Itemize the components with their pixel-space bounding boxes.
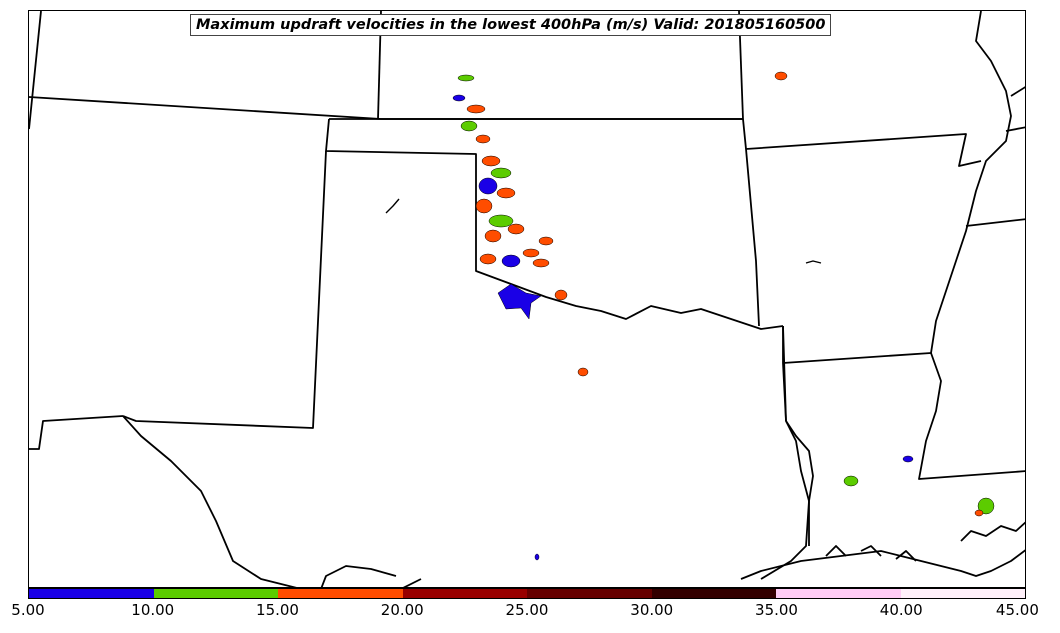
colorbar-segment: #1a00e6 xyxy=(29,589,154,598)
updraft-cell xyxy=(475,134,491,144)
border-co-south xyxy=(325,118,784,330)
colorbar: #1a00e6#5ccc00#ff4d00#990000#660000#3300… xyxy=(28,588,1026,599)
border-ky xyxy=(1010,86,1025,97)
colorbar-segment: #660000 xyxy=(527,589,652,598)
updraft-cell xyxy=(974,509,984,517)
colorbar-segment: #fff0fa xyxy=(900,589,1025,598)
map-panel xyxy=(28,10,1026,588)
updraft-cell xyxy=(977,497,995,515)
coast-bays xyxy=(825,521,1025,562)
updraft-cell xyxy=(452,94,466,102)
updraft-cell xyxy=(507,223,525,235)
colorbar-tick-label: 10.00 xyxy=(131,601,175,619)
border-ms-east xyxy=(965,218,1025,227)
mississippi-river xyxy=(918,11,1025,480)
updraft-cell xyxy=(501,254,521,268)
colorbar-tick-label: 45.00 xyxy=(995,601,1039,619)
colorbar-tick-label: 40.00 xyxy=(879,601,923,619)
colorbar-tick-label: 25.00 xyxy=(505,601,549,619)
border-tn xyxy=(1005,126,1025,132)
border-mo-ar xyxy=(782,352,932,364)
updraft-cell xyxy=(554,289,568,301)
colorbar-tick-label: 20.00 xyxy=(380,601,424,619)
lake-nm xyxy=(385,198,400,214)
updraft-cell xyxy=(479,253,497,265)
map-title: Maximum updraft velocities in the lowest… xyxy=(190,14,832,36)
updraft-cell xyxy=(475,198,493,214)
updraft-cell xyxy=(532,258,550,268)
updraft-cell xyxy=(488,214,514,228)
border-texas xyxy=(122,325,810,587)
updraft-cell xyxy=(466,104,486,114)
updraft-cell xyxy=(774,71,788,81)
gulf-coast xyxy=(740,549,1025,580)
updraft-cell xyxy=(497,283,542,320)
border-mo-north xyxy=(745,133,982,167)
updraft-cell xyxy=(843,475,859,487)
colorbar-segment: #ff4d00 xyxy=(278,589,403,598)
colorbar-ticks: 5.00 10.00 15.00 20.00 25.00 30.00 35.00 40.00 4… xyxy=(11,601,1039,627)
map-svg xyxy=(29,11,1025,587)
border-ar-la xyxy=(785,420,814,546)
updraft-cell xyxy=(484,229,502,243)
colorbar-segment: #5ccc00 xyxy=(153,589,278,598)
border-nm-az xyxy=(29,415,124,450)
border-colorado-north xyxy=(29,96,743,120)
updraft-cell xyxy=(460,120,478,132)
border-tx-ar xyxy=(782,326,787,422)
colorbar-tick-label: 5.00 xyxy=(11,601,45,619)
colorbar-segment: #ffccf5 xyxy=(776,589,901,598)
updraft-cell xyxy=(577,367,589,377)
updraft-cell xyxy=(457,74,475,82)
updraft-cell xyxy=(481,155,501,167)
updraft-cells xyxy=(452,71,995,561)
lake-mo xyxy=(805,260,822,264)
updraft-cell xyxy=(478,177,498,195)
updraft-cell xyxy=(902,455,914,463)
colorbar-tick-label: 35.00 xyxy=(755,601,798,619)
colorbar-segment: #990000 xyxy=(402,589,527,598)
colorbar-tick-label: 15.00 xyxy=(256,601,299,619)
updraft-cell xyxy=(490,167,512,179)
colorbar-segment: #330000 xyxy=(651,589,776,598)
coast-tx-south xyxy=(320,565,397,587)
updraft-cell xyxy=(496,187,516,199)
border-nm-east xyxy=(122,150,327,429)
border-colorado-west xyxy=(29,11,42,130)
updraft-cell xyxy=(534,553,540,561)
state-borders xyxy=(29,11,1025,587)
colorbar-tick-label: 30.00 xyxy=(630,601,674,619)
updraft-cell xyxy=(522,248,540,258)
updraft-cell xyxy=(538,236,554,246)
border-ks-mo xyxy=(742,118,760,327)
